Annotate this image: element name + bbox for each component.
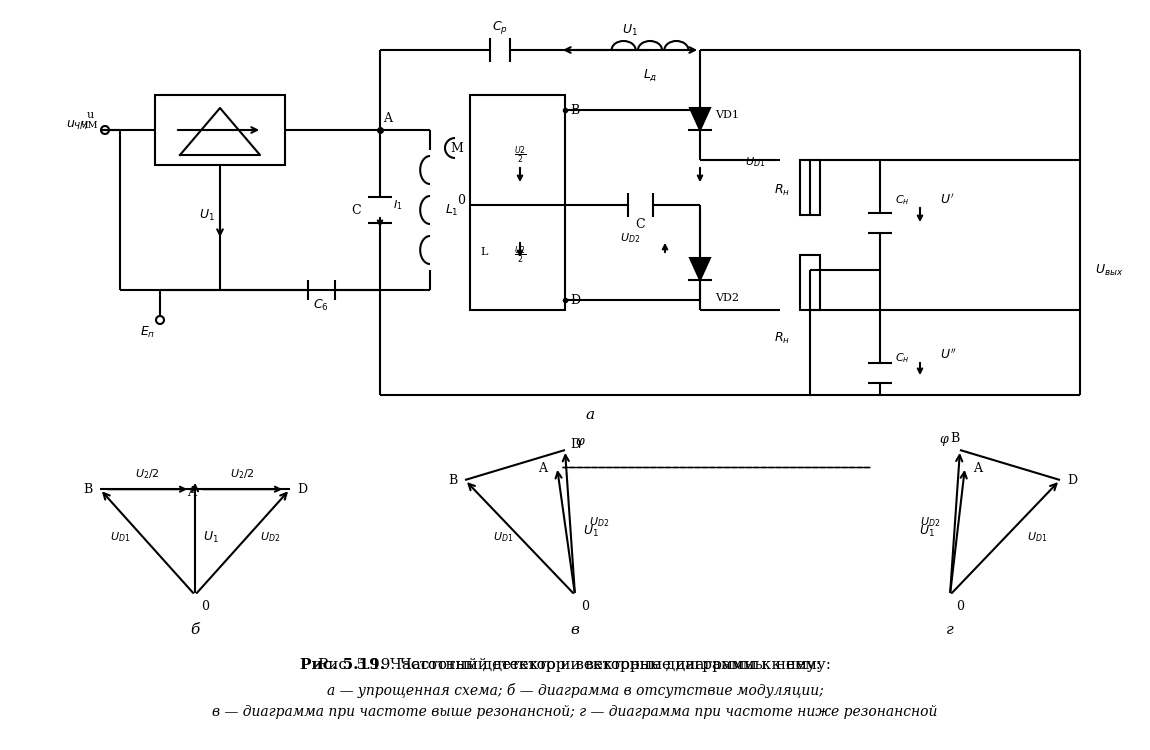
Polygon shape bbox=[690, 258, 710, 280]
Text: г: г bbox=[946, 623, 953, 637]
Text: $U_1$: $U_1$ bbox=[919, 524, 935, 538]
Text: $U_2/2$: $U_2/2$ bbox=[230, 467, 255, 481]
Text: A: A bbox=[973, 463, 982, 476]
Text: ЧМ: ЧМ bbox=[82, 121, 99, 130]
Text: 0: 0 bbox=[581, 601, 589, 613]
Text: $U_1$: $U_1$ bbox=[199, 208, 215, 223]
Text: $E_п$: $E_п$ bbox=[140, 325, 155, 340]
Text: $\frac{U2}{2}$: $\frac{U2}{2}$ bbox=[514, 144, 527, 166]
Text: $U_1$: $U_1$ bbox=[622, 22, 638, 38]
Text: $L_1$: $L_1$ bbox=[445, 202, 459, 217]
Text: B: B bbox=[950, 431, 959, 445]
Bar bbox=[800, 255, 820, 310]
Text: B: B bbox=[448, 473, 458, 487]
Text: $U_2/2$: $U_2/2$ bbox=[136, 467, 160, 481]
Text: 0: 0 bbox=[956, 601, 964, 613]
Text: Рис. 5.19.: Рис. 5.19. bbox=[300, 658, 385, 672]
Text: $U_{D1}$: $U_{D1}$ bbox=[745, 155, 766, 169]
Text: Частотный детектор и векторные диаграммы к нему:: Частотный детектор и векторные диаграммы… bbox=[390, 658, 821, 672]
Text: D: D bbox=[570, 293, 580, 307]
Text: $I_1$: $I_1$ bbox=[393, 198, 402, 212]
Bar bbox=[155, 95, 285, 165]
Text: $U_{D2}$: $U_{D2}$ bbox=[260, 530, 281, 544]
Text: в: в bbox=[570, 623, 580, 637]
Text: φ: φ bbox=[940, 433, 948, 446]
Text: B: B bbox=[570, 104, 580, 116]
Text: u: u bbox=[86, 110, 93, 120]
Text: VD1: VD1 bbox=[715, 110, 739, 120]
Text: $C_р$: $C_р$ bbox=[492, 20, 508, 37]
Text: $C_6$: $C_6$ bbox=[313, 298, 329, 313]
Text: D: D bbox=[297, 483, 307, 496]
Text: $\frac{U2}{2}$: $\frac{U2}{2}$ bbox=[514, 244, 527, 266]
Text: в — диаграмма при частоте выше резонансной; г — диаграмма при частоте ниже резон: в — диаграмма при частоте выше резонансн… bbox=[213, 705, 937, 719]
Text: $U_{вых}$: $U_{вых}$ bbox=[1095, 262, 1124, 278]
Text: $U_{D2}$: $U_{D2}$ bbox=[620, 231, 641, 245]
Text: $L_д$: $L_д$ bbox=[643, 67, 658, 83]
Text: C: C bbox=[352, 203, 361, 217]
Text: $U_{D2}$: $U_{D2}$ bbox=[920, 515, 941, 529]
Text: A: A bbox=[538, 463, 547, 476]
Text: $C_н$: $C_н$ bbox=[895, 351, 910, 365]
Text: а — упрощенная схема; б — диаграмма в отсутствие модуляции;: а — упрощенная схема; б — диаграмма в от… bbox=[327, 682, 823, 698]
Text: $U'$: $U'$ bbox=[940, 193, 954, 207]
Text: $U_{D2}$: $U_{D2}$ bbox=[589, 515, 610, 529]
Text: $U_{D1}$: $U_{D1}$ bbox=[493, 530, 513, 544]
Text: A: A bbox=[187, 485, 197, 499]
Text: φ: φ bbox=[575, 436, 584, 448]
Text: $R_н$: $R_н$ bbox=[774, 331, 790, 346]
Text: а: а bbox=[585, 408, 595, 422]
Text: C: C bbox=[635, 218, 645, 232]
Text: Рис. 5.19. Частотный детектор и векторные диаграммы к нему:: Рис. 5.19. Частотный детектор и векторны… bbox=[319, 658, 831, 672]
Text: 0: 0 bbox=[201, 601, 209, 613]
Text: M: M bbox=[450, 142, 463, 154]
Text: A: A bbox=[383, 112, 392, 125]
Bar bbox=[470, 95, 565, 310]
Text: $u_{ЧМ}$: $u_{ЧМ}$ bbox=[67, 118, 90, 131]
Text: 0: 0 bbox=[457, 194, 465, 206]
Bar bbox=[800, 160, 820, 215]
Text: $U_{D1}$: $U_{D1}$ bbox=[1027, 530, 1048, 544]
Text: L: L bbox=[480, 247, 488, 257]
Text: $R_н$: $R_н$ bbox=[774, 182, 790, 197]
Text: D: D bbox=[570, 439, 580, 452]
Text: B: B bbox=[84, 483, 93, 496]
Text: б: б bbox=[191, 623, 200, 637]
Polygon shape bbox=[690, 108, 710, 130]
Text: D: D bbox=[1067, 473, 1078, 487]
Text: $U_1$: $U_1$ bbox=[583, 524, 599, 538]
Text: $U_{D1}$: $U_{D1}$ bbox=[109, 530, 130, 544]
Text: $U_1$: $U_1$ bbox=[204, 530, 218, 545]
Text: VD2: VD2 bbox=[715, 293, 739, 303]
Text: $U''$: $U''$ bbox=[940, 348, 957, 362]
Text: $C_н$: $C_н$ bbox=[895, 193, 910, 207]
